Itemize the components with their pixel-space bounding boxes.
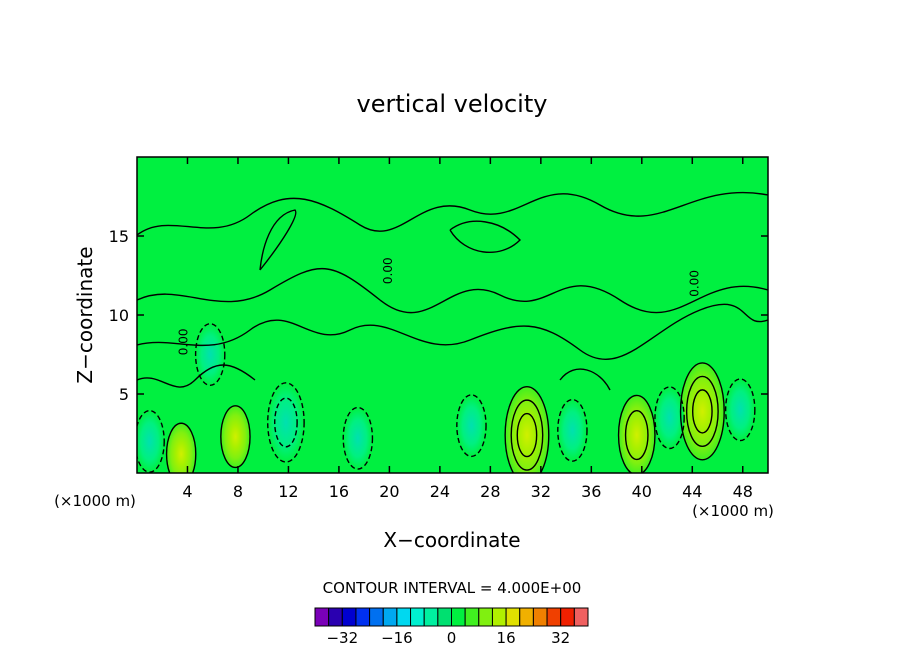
colorbar-swatch — [410, 607, 425, 627]
colorbar-tick-labels: −32 −16 0 16 32 — [326, 629, 570, 647]
colorbar-swatch — [560, 607, 575, 627]
contour-label-2: 0.00 — [688, 270, 702, 297]
colorbar-tick-label: −16 — [381, 629, 413, 647]
contour-ring — [679, 362, 725, 461]
y-tick-label: 15 — [109, 227, 129, 246]
downdraft-cell-5 — [267, 382, 305, 463]
contour-ring — [557, 398, 588, 462]
contour-ring — [137, 409, 165, 473]
x-tick-label: 44 — [682, 482, 702, 501]
downdraft-cell-11 — [137, 410, 165, 473]
downdraft-cell-12 — [195, 323, 225, 386]
contour-label-1: 0.00 — [381, 257, 395, 284]
contour-interval-label: CONTOUR INTERVAL = 4.000E+00 — [323, 579, 582, 597]
contour-ring — [510, 399, 544, 471]
contour-ring — [194, 323, 226, 387]
x-tick-label: 24 — [430, 482, 450, 501]
downdraft-cell-10 — [725, 379, 755, 441]
y-axis-label: Z−coordinate — [73, 246, 97, 383]
downdraft-cell-8 — [557, 399, 587, 462]
x-tick-label: 32 — [531, 482, 551, 501]
downdraft-cell-9 — [654, 386, 685, 449]
x-unit-right: (×1000 m) — [692, 502, 774, 520]
updraft-cell-2 — [220, 405, 251, 468]
updraft-cell-4 — [166, 423, 196, 473]
x-tick-label: 48 — [733, 482, 753, 501]
contour-ring — [617, 394, 656, 473]
colorbar-swatch — [355, 607, 371, 627]
colorbar-swatch — [341, 607, 357, 627]
colorbar-swatch — [314, 607, 330, 627]
x-tick-label: 16 — [329, 482, 349, 501]
colorbar-swatch — [573, 607, 589, 627]
colorbar-swatch — [546, 607, 562, 627]
x-axis-ticks: 4 8 12 16 20 24 28 32 36 40 44 48 — [182, 157, 753, 501]
chart-title: vertical velocity — [357, 90, 548, 118]
x-tick-label: 40 — [632, 482, 652, 501]
colorbar-tick-label: 16 — [497, 629, 516, 647]
downdraft-cell-6 — [343, 407, 373, 470]
colorbar-swatch — [328, 607, 343, 627]
contour-ring — [456, 394, 487, 458]
x-tick-label: 28 — [480, 482, 500, 501]
contour-ring — [724, 378, 756, 442]
contour-ring — [165, 422, 197, 473]
y-tick-label: 5 — [119, 385, 129, 404]
downdraft-cell-7 — [456, 394, 487, 457]
colorbar-swatch — [382, 607, 398, 627]
updraft-cell-3 — [618, 395, 655, 473]
x-unit-left: (×1000 m) — [54, 492, 136, 510]
colorbar-tick-label: 32 — [551, 629, 570, 647]
colorbar-tick-label: −32 — [326, 629, 358, 647]
x-tick-label: 8 — [233, 482, 243, 501]
x-axis-label: X−coordinate — [383, 528, 520, 552]
y-axis-ticks: 5 10 15 — [109, 227, 768, 404]
x-tick-label: 20 — [379, 482, 399, 501]
colorbar-swatch — [451, 607, 466, 627]
colorbar-swatch — [491, 607, 507, 627]
x-tick-label: 4 — [182, 482, 192, 501]
colorbar — [314, 607, 589, 627]
contour-ring — [267, 382, 305, 463]
contour-ring — [516, 412, 538, 458]
contour-ring — [220, 405, 251, 469]
contour-ring — [342, 406, 374, 470]
contour-lines — [137, 191, 768, 391]
contour-value-labels: 0.00 0.00 0.00 — [176, 257, 701, 355]
y-tick-label: 10 — [109, 306, 129, 325]
colorbar-swatch — [396, 607, 412, 627]
colorbar-swatch — [532, 607, 548, 627]
colorbar-swatch — [505, 607, 521, 627]
colorbar-swatch — [519, 607, 534, 627]
contour-label-0: 0.00 — [176, 329, 190, 356]
contour-ring — [624, 410, 649, 461]
colorbar-swatch — [478, 607, 493, 627]
x-tick-label: 36 — [581, 482, 601, 501]
contour-ring — [685, 375, 719, 448]
x-tick-label: 12 — [278, 482, 298, 501]
colorbar-swatch — [464, 607, 480, 627]
contour-ring — [504, 385, 550, 473]
colorbar-swatch — [369, 607, 384, 627]
contour-ring — [654, 386, 685, 450]
colorbar-swatch — [423, 607, 439, 627]
colorbar-swatch — [437, 607, 453, 627]
colorbar-tick-label: 0 — [447, 629, 457, 647]
contour-ring — [691, 389, 713, 434]
contour-ring — [274, 397, 298, 448]
contour-cells — [137, 323, 756, 473]
